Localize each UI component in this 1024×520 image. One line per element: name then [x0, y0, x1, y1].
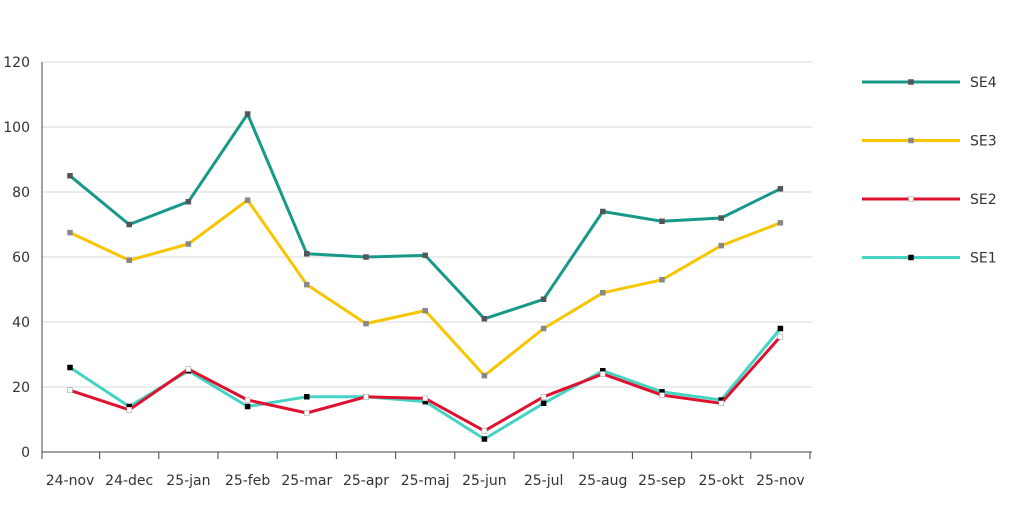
x-tick-label: 25-sep — [638, 473, 686, 489]
legend-marker — [908, 196, 914, 202]
data-point — [659, 392, 665, 398]
y-tick-label: 120 — [3, 55, 30, 71]
data-point — [185, 199, 192, 205]
data-point — [304, 251, 310, 257]
legend-marker — [908, 79, 914, 85]
data-point — [126, 221, 132, 228]
x-tick-label: 25-mar — [281, 473, 332, 489]
data-point — [244, 403, 251, 410]
data-point — [777, 186, 784, 192]
data-point — [67, 173, 73, 179]
data-point — [304, 281, 310, 288]
x-tick-label: 25-okt — [699, 473, 745, 489]
data-point — [600, 208, 606, 215]
legend-entry-se1: SE1 — [862, 251, 997, 267]
data-point — [363, 320, 369, 327]
data-point — [777, 325, 784, 332]
data-point — [481, 428, 488, 434]
data-point — [244, 111, 251, 117]
data-point — [718, 400, 724, 406]
x-tick-label: 25-jul — [524, 473, 564, 489]
data-point — [777, 333, 784, 340]
legend-label: SE2 — [970, 192, 997, 208]
x-tick-label: 24-nov — [46, 473, 95, 489]
data-point — [244, 197, 251, 203]
data-point — [600, 371, 606, 377]
legend: SE4 SE3 SE2 SE1 — [862, 75, 997, 267]
data-point — [659, 218, 665, 224]
y-tick-label: 80 — [12, 185, 30, 201]
data-point — [659, 277, 665, 283]
x-tick-label: 25-feb — [225, 473, 270, 489]
series-line-se2 — [68, 335, 782, 433]
x-tick-label: 25-nov — [756, 473, 805, 489]
y-tick-label: 20 — [12, 380, 30, 396]
y-axis: 0 20 40 60 80 100 120 — [3, 55, 43, 461]
series-se4 — [67, 111, 784, 322]
data-point — [718, 215, 724, 221]
series-line-se1 — [68, 327, 782, 441]
data-point — [481, 316, 488, 322]
legend-label: SE4 — [970, 75, 997, 91]
data-point — [540, 394, 547, 400]
series-se3 — [67, 197, 784, 379]
y-tick-label: 0 — [21, 445, 30, 461]
data-point — [185, 241, 192, 247]
data-point — [540, 325, 547, 332]
legend-label: SE3 — [970, 134, 997, 150]
data-point — [126, 257, 132, 263]
data-point — [363, 394, 369, 400]
data-point — [422, 307, 428, 314]
x-axis: 24-nov 24-dec 25-jan 25-feb 25-mar 25-apr 25-m… — [41, 451, 812, 489]
data-point — [363, 254, 369, 260]
legend-entry-se2: SE2 — [862, 192, 997, 208]
data-point — [304, 410, 310, 416]
legend-label: SE1 — [970, 251, 997, 267]
data-point — [67, 364, 73, 371]
data-point — [67, 229, 73, 236]
data-point — [422, 395, 428, 402]
legend-entry-se4: SE4 — [862, 75, 997, 91]
data-point — [481, 372, 488, 379]
legend-marker — [908, 254, 914, 261]
data-point — [185, 366, 192, 372]
x-tick-label: 24-dec — [105, 473, 153, 489]
y-tick-label: 40 — [12, 315, 30, 331]
legend-marker — [908, 137, 914, 144]
data-point — [600, 290, 606, 296]
series-se1 — [67, 325, 784, 442]
x-tick-label: 25-apr — [343, 473, 389, 489]
y-tick-label: 100 — [3, 120, 30, 136]
series-line-se4 — [68, 112, 782, 321]
data-point — [67, 387, 73, 393]
x-tick-label: 25-jan — [166, 473, 210, 489]
legend-entry-se3: SE3 — [862, 134, 997, 150]
series-se2 — [67, 333, 784, 434]
y-tick-label: 60 — [12, 250, 30, 266]
data-point — [244, 397, 251, 403]
data-point — [540, 400, 547, 406]
data-point — [777, 220, 784, 226]
x-tick-label: 25-aug — [578, 473, 627, 489]
data-point — [304, 394, 310, 400]
data-point — [126, 407, 132, 413]
grid-lines — [42, 61, 812, 388]
data-point — [481, 436, 488, 442]
data-point — [718, 242, 724, 249]
data-point — [540, 296, 547, 302]
series-layer — [67, 111, 784, 442]
x-tick-label: 25-maj — [401, 473, 450, 489]
data-point — [422, 252, 428, 259]
x-tick-label: 25-jun — [462, 473, 507, 489]
series-line-se3 — [68, 198, 782, 378]
